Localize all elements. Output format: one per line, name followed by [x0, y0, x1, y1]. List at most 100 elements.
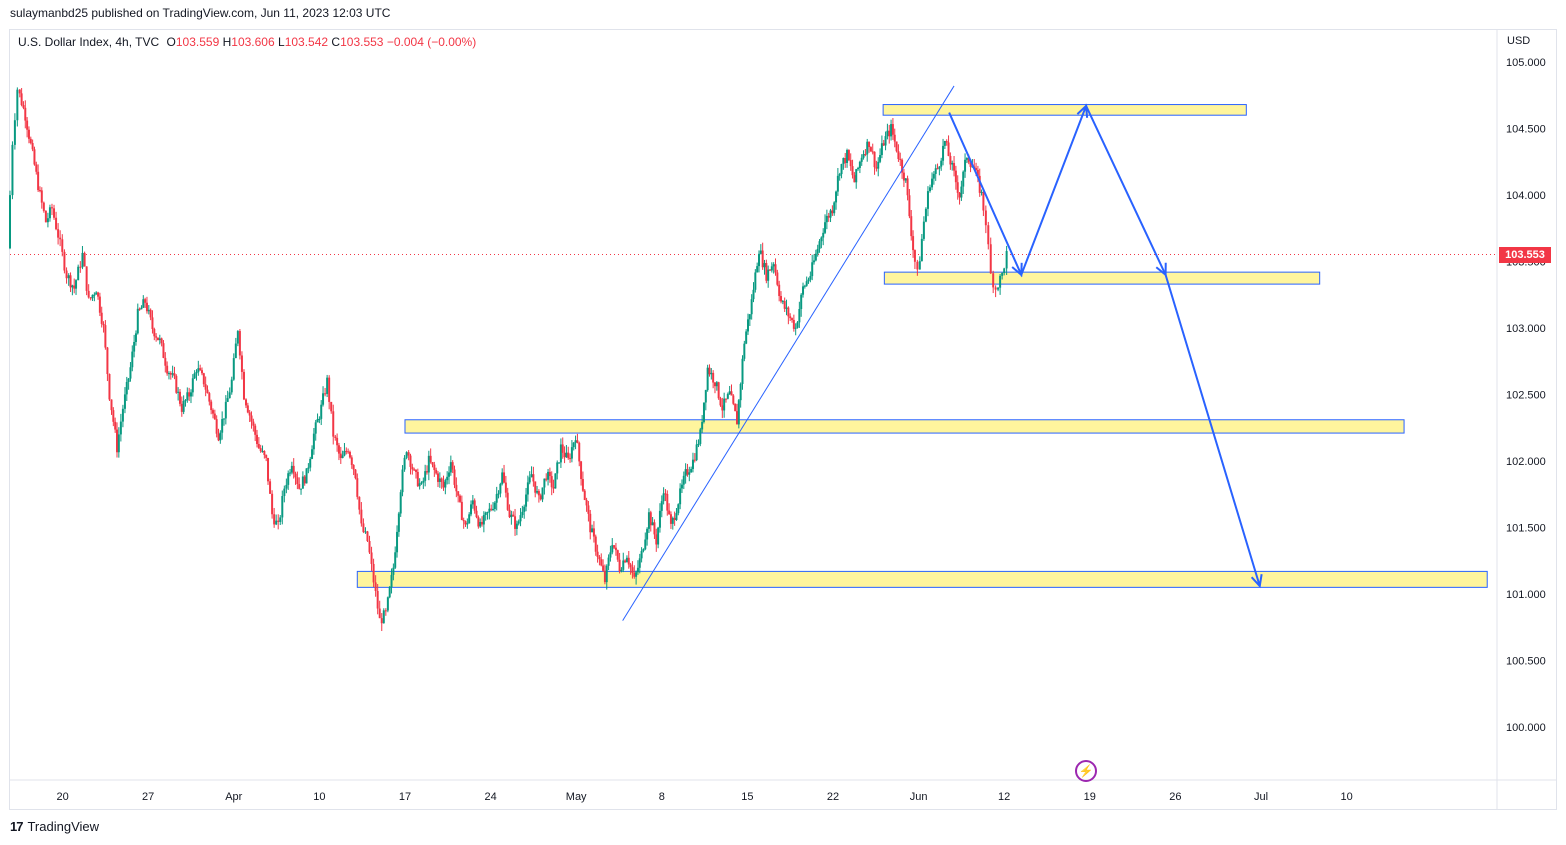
candle-body: [228, 392, 231, 399]
candle-body: [658, 510, 661, 528]
candle-body: [934, 168, 937, 174]
candle-body: [649, 512, 652, 526]
candle-body: [350, 457, 353, 465]
candle-body: [699, 429, 702, 444]
candle-body: [609, 552, 612, 558]
candle-body: [737, 400, 740, 425]
candle-body: [940, 160, 943, 167]
candle-body: [114, 421, 117, 430]
candle-body: [44, 210, 47, 223]
candle-body: [748, 314, 751, 320]
candle-body: [967, 157, 970, 163]
candle-body: [147, 309, 150, 312]
candle-body: [448, 472, 451, 477]
candle-body: [901, 159, 904, 173]
candle-body: [653, 522, 656, 535]
candle-body: [614, 547, 617, 551]
chart-frame[interactable]: [9, 29, 1557, 810]
tradingview-logo-icon[interactable]: 17: [10, 819, 24, 834]
candle-body: [153, 328, 156, 337]
candle-body: [879, 155, 882, 162]
candle-body: [647, 512, 650, 529]
candle-body: [627, 557, 630, 565]
candle-body: [438, 478, 441, 482]
footer-brand[interactable]: TradingView: [27, 819, 100, 834]
x-tick-label: 8: [659, 791, 665, 803]
candle-body: [281, 496, 284, 518]
candle-body: [246, 405, 249, 413]
candle-body: [50, 207, 53, 209]
candle-body: [922, 221, 925, 239]
candle-body: [534, 481, 537, 493]
candle-body: [177, 391, 180, 393]
candle-body: [1001, 273, 1004, 276]
candle-body: [721, 405, 724, 411]
candle-body: [508, 509, 511, 518]
candle-body: [67, 275, 70, 279]
candle-body: [515, 523, 518, 529]
candle-body: [79, 266, 82, 268]
candle-body: [776, 272, 779, 285]
candle-body: [565, 452, 568, 458]
candle-body: [394, 552, 397, 568]
candle-body: [453, 469, 456, 485]
candle-body: [26, 120, 29, 130]
candle-body: [182, 401, 185, 412]
candle-body: [473, 500, 476, 511]
candle-body: [984, 210, 987, 226]
candle-body: [767, 269, 770, 281]
candle-body: [772, 264, 775, 267]
candle-body: [248, 412, 251, 416]
candle-body: [857, 167, 860, 170]
candle-body: [429, 455, 432, 463]
candle-body: [774, 264, 777, 273]
candle-body: [184, 400, 187, 402]
symbol-name[interactable]: U.S. Dollar Index, 4h, TVC: [18, 35, 160, 49]
candle-body: [29, 138, 32, 144]
candle-body: [378, 608, 381, 619]
candle-body: [849, 160, 852, 167]
candle-body: [131, 351, 134, 368]
candle-body: [290, 465, 293, 473]
candle-body: [9, 195, 11, 249]
candle-body: [916, 261, 919, 270]
x-tick-label: 10: [1340, 791, 1352, 803]
candle-body: [155, 336, 158, 338]
lightning-icon[interactable]: ⚡: [1075, 760, 1097, 782]
candle-body: [322, 393, 325, 405]
candle-body: [477, 517, 480, 527]
candle-body: [42, 202, 45, 211]
candle-body: [484, 512, 487, 516]
candle-body: [932, 173, 935, 179]
candle-body: [388, 587, 391, 598]
candle-body: [684, 469, 687, 476]
candle-body: [576, 440, 579, 443]
candle-body: [697, 443, 700, 445]
candle-body: [607, 557, 610, 566]
y-tick-label: 101.000: [1506, 589, 1546, 601]
candle-body: [414, 469, 417, 472]
low-value: 103.542: [284, 35, 329, 49]
candle-body: [368, 541, 371, 553]
candle-body: [965, 157, 968, 160]
candle-body: [230, 379, 233, 393]
candle-body: [811, 262, 814, 277]
candle-body: [734, 403, 737, 412]
candle-body: [422, 480, 425, 483]
candle-body: [256, 434, 259, 444]
candle-body: [186, 392, 189, 401]
candle-body: [232, 358, 235, 380]
y-tick-label: 104.500: [1506, 124, 1546, 136]
candle-body: [374, 582, 377, 591]
candle-body: [836, 175, 839, 192]
candle-body: [435, 470, 438, 474]
candle-body: [171, 373, 174, 375]
candle-body: [117, 434, 120, 453]
open-value: 103.559: [175, 35, 220, 49]
candle-body: [158, 338, 161, 341]
candle-body: [735, 411, 738, 425]
candle-body: [657, 527, 660, 545]
candle-body: [13, 120, 16, 145]
candle-body: [712, 372, 715, 383]
